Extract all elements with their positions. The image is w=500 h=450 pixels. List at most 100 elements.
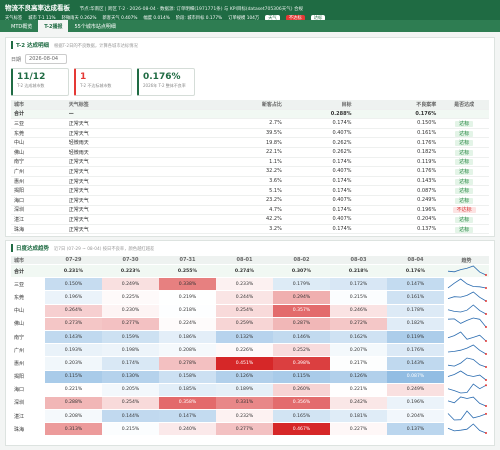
heat-cell: 0.182%: [387, 317, 444, 330]
table-cell: 佛山: [14, 149, 25, 156]
table-cell: 广州: [14, 168, 25, 175]
status-tag: 达标: [455, 168, 474, 175]
table-cell: 目标: [341, 101, 352, 108]
heat-cell: 0.115%: [45, 370, 102, 383]
table-cell: 中山: [14, 308, 25, 315]
sparkline: [447, 317, 487, 329]
table-cell: 1.1%: [269, 158, 282, 165]
heat-cell: 0.255%: [177, 268, 198, 274]
status-item: 阶段: 城市目标 0.177%: [175, 16, 223, 21]
sparkline: [447, 357, 487, 368]
table-cell: 正常天气: [68, 120, 89, 127]
sparkline-cell: [444, 265, 489, 278]
heat-cell: 0.186%: [159, 330, 216, 344]
status-tag: 达标: [455, 226, 474, 233]
sparkline: [447, 291, 487, 302]
table-cell: 19.8%: [265, 139, 282, 146]
section-title: T-2 达成明细 根据T-2日的不良数据，计算各城市达标情况: [11, 41, 489, 49]
heat-cell: 0.232%: [216, 410, 273, 423]
sparkline-path: [447, 370, 487, 381]
table-row: 广州 正常天气 32.2% 0.407% 0.176% 达标: [11, 167, 489, 177]
heat-cell: 0.147%: [159, 410, 216, 423]
sparkline-end: [485, 431, 487, 434]
sparkline-path: [447, 331, 487, 341]
tab[interactable]: MTD概览: [11, 24, 33, 30]
heat-cell: 0.223%: [120, 268, 141, 274]
table-row: 合计 0.231% 0.223% 0.255% 0.274% 0.307% 0.218% 0.…: [11, 265, 489, 279]
tab-bar: MTD概览 T-2播报 55个城市站点明细: [0, 20, 500, 32]
table-cell: 0.176%: [417, 168, 437, 175]
heat-cell: 0.198%: [102, 344, 159, 357]
table-cell: 达标: [439, 216, 489, 223]
table-cell: 22.1%: [265, 149, 282, 156]
sparkline-path: [447, 397, 487, 407]
table-cell: 南宁: [14, 334, 25, 341]
heat-cell: 0.207%: [330, 344, 387, 357]
table-cell: 达标: [439, 187, 489, 195]
tab[interactable]: 55个城市站点明细: [74, 24, 116, 30]
table-cell: 达标: [439, 158, 489, 166]
heat-cell: 0.196%: [387, 396, 444, 410]
sparkline-path: [447, 304, 487, 315]
heat-cell: 0.132%: [216, 330, 273, 344]
table-cell: 0.249%: [417, 197, 437, 204]
sparkline-end: [485, 299, 487, 302]
heat-cell: 0.215%: [330, 291, 387, 304]
table-cell: 23.2%: [265, 197, 282, 204]
table-row: 城市 天气标签 新客占比 目标 不良案率 是否达成: [11, 100, 489, 110]
heat-cell: 0.218%: [159, 304, 216, 317]
heat-cell: 0.215%: [102, 423, 159, 436]
trend-card: 日度达成趋势 近7日 (07-29 ~ 08-04) 按日不良率，颜色越红越差 城…: [5, 240, 495, 446]
section-title: 日度达成趋势 近7日 (07-29 ~ 08-04) 按日不良率，颜色越红越差: [11, 244, 489, 252]
table-cell: 深圳: [14, 400, 25, 407]
table-cell: 0.182%: [417, 149, 437, 156]
tab[interactable]: T-2播报: [38, 20, 69, 32]
table-cell: 新客占比: [261, 101, 282, 108]
heat-cell: 0.307%: [291, 268, 312, 274]
table-cell: 珠海: [14, 226, 25, 233]
heat-cell: 0.254%: [102, 396, 159, 410]
sparkline-end: [485, 313, 487, 316]
table-cell: 海口: [14, 197, 25, 204]
heat-cell: 0.185%: [159, 383, 216, 396]
kpi-card: 0.176% 2026年 T-2 整体不良率: [137, 68, 195, 96]
table-cell: 0.174%: [332, 120, 352, 127]
section-subtitle: 近7日 (07-29 ~ 08-04) 按日不良率，颜色越红越差: [54, 247, 155, 252]
table-row: 湛江 0.208% 0.144% 0.147% 0.232% 0.165% 0.181% 0.…: [11, 410, 489, 424]
heat-cell: 0.172%: [330, 278, 387, 291]
table-row: 南宁 正常天气 1.1% 0.174% 0.119% 达标: [11, 158, 489, 168]
table-row: 揭阳 0.115% 0.130% 0.158% 0.126% 0.115% 0.126% 0.…: [11, 370, 489, 384]
sparkline-end: [485, 379, 487, 382]
kpi-label: T-2 不达标城市数: [80, 83, 112, 88]
heat-cell: 0.119%: [387, 330, 444, 344]
heat-cell: 0.208%: [45, 410, 102, 423]
table-cell: 4.7%: [269, 206, 282, 213]
table-row: 三亚 正常天气 2.7% 0.174% 0.150% 达标: [11, 119, 489, 129]
table-cell: 正常天气: [68, 216, 89, 223]
heat-cell: 0.264%: [45, 304, 102, 317]
section-subtitle: 根据T-2日的不良数据，计算各城市达标情况: [53, 44, 138, 49]
date-input[interactable]: 2026-08-04: [25, 54, 68, 64]
table-cell: 达标: [439, 178, 489, 185]
sparkline-cell: [444, 423, 489, 436]
badge: 达标: [310, 15, 326, 21]
table-row: 深圳 正常天气 4.7% 0.174% 0.196% 不达标: [11, 206, 489, 216]
heat-cell: 0.249%: [387, 383, 444, 396]
heat-cell: 0.398%: [273, 357, 330, 370]
table-cell: 0.176%: [417, 139, 437, 146]
heat-cell: 0.204%: [387, 410, 444, 423]
sparkline: [447, 304, 487, 316]
heat-cell: 0.230%: [102, 304, 159, 317]
table-cell: 3.2%: [269, 226, 282, 233]
heat-cell: 0.242%: [330, 396, 387, 410]
heat-cell: 0.205%: [102, 383, 159, 396]
heat-cell: 0.143%: [45, 330, 102, 344]
heat-cell: 0.224%: [159, 317, 216, 330]
sparkline-end: [485, 326, 487, 329]
table-cell: 正常天气: [68, 168, 89, 175]
kpi-value: 0.176%: [143, 72, 181, 82]
table-row: 揭阳 正常天气 5.1% 0.174% 0.087% 达标: [11, 186, 489, 196]
sparkline-path: [447, 410, 487, 421]
status-tag: 达标: [455, 149, 474, 156]
sparkline-end: [485, 405, 487, 408]
